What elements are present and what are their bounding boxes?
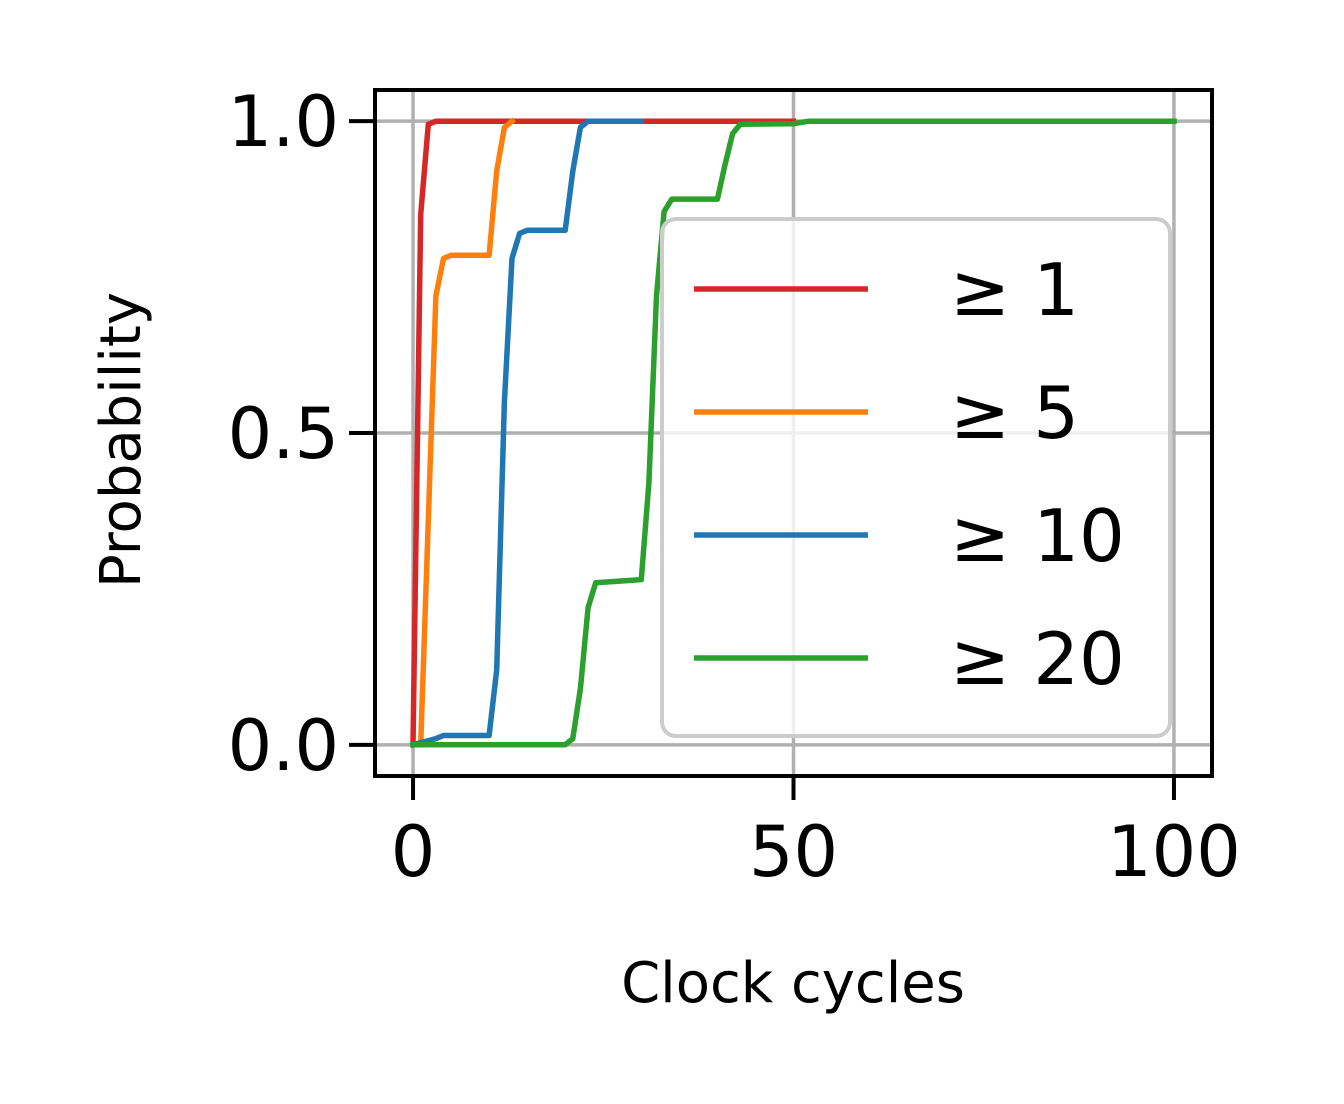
series-line-4 [410, 118, 1177, 748]
legend-label-1: ≥ 1 [950, 248, 1079, 332]
y-tick-label: 0.5 [228, 393, 339, 475]
plot-lines [409, 117, 1177, 749]
legend-label-3: ≥ 10 [950, 494, 1125, 578]
axis-ticks: 0 50 100 0.0 0.5 1.0 [228, 81, 1241, 893]
legend-label-2: ≥ 5 [950, 371, 1079, 455]
legend-label-4: ≥ 20 [950, 617, 1125, 701]
y-tick-label: 0.0 [228, 705, 339, 787]
x-tick-label: 100 [1107, 811, 1241, 893]
legend: ≥ 1 ≥ 5 ≥ 10 ≥ 20 [660, 217, 1172, 738]
x-axis-label: Clock cycles [621, 951, 965, 1016]
legend-box [660, 217, 1172, 738]
series-line-1 [410, 118, 797, 748]
series-line-3 [409, 118, 645, 749]
x-tick-label: 50 [749, 811, 838, 893]
y-axis-label: Probability [89, 292, 154, 588]
y-tick-label: 1.0 [228, 81, 339, 163]
x-tick-label: 0 [391, 811, 436, 893]
series-line-2 [417, 117, 516, 748]
